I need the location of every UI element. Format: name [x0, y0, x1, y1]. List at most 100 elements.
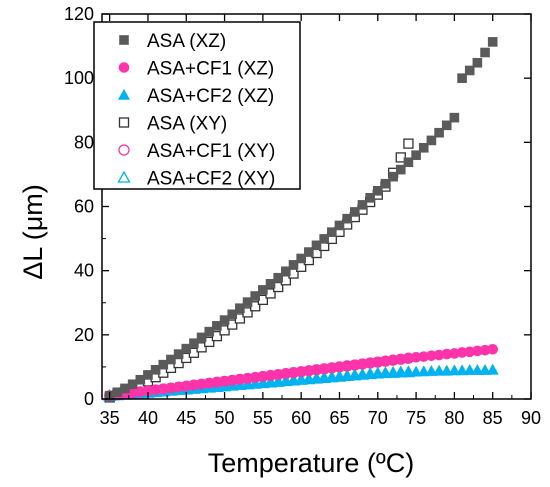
legend-label: ASA (XY)	[147, 114, 227, 135]
data-point	[287, 374, 300, 386]
data-point	[273, 272, 283, 283]
data-point	[441, 120, 452, 131]
x-tick-label: 50	[215, 408, 235, 428]
data-point	[403, 157, 414, 168]
legend-entry: ASA (XZ)	[119, 31, 226, 52]
data-point	[227, 309, 238, 320]
x-tick-label: 80	[444, 408, 464, 428]
data-point	[235, 303, 245, 314]
legend-marker	[118, 144, 130, 156]
data-point	[394, 366, 407, 378]
data-point	[327, 227, 337, 237]
data-point	[372, 185, 383, 196]
data-point	[135, 374, 146, 385]
data-point	[448, 364, 461, 376]
data-point	[402, 365, 415, 377]
data-point	[304, 247, 314, 257]
legend-entry: ASA (XY)	[118, 114, 227, 135]
data-point	[333, 370, 346, 382]
data-point	[463, 364, 476, 375]
data-point	[265, 279, 276, 289]
y-tick-label: 20	[74, 325, 94, 345]
legend-entry: ASA+CF1 (XY)	[118, 141, 275, 162]
y-tick-label: 100	[64, 68, 94, 88]
data-point	[411, 150, 421, 160]
data-point	[365, 193, 375, 203]
data-point	[387, 366, 400, 378]
x-axis-label: Temperature (ºC)	[208, 448, 414, 478]
data-point	[388, 171, 398, 182]
data-point	[426, 135, 437, 146]
y-tick-label: 40	[74, 261, 94, 281]
data-point	[204, 326, 215, 337]
data-point	[288, 260, 299, 270]
data-point	[379, 366, 392, 378]
legend-entry: ASA+CF1 (XZ)	[118, 59, 274, 80]
data-point	[318, 371, 331, 383]
legend-box	[93, 21, 301, 190]
series-1	[104, 343, 498, 402]
legend-marker	[118, 62, 130, 73]
data-point	[181, 343, 192, 354]
data-point	[479, 364, 492, 375]
legend-marker	[118, 117, 130, 128]
x-tick-label: 40	[138, 408, 158, 428]
data-point	[264, 376, 277, 388]
data-point	[158, 359, 169, 370]
legend-label: ASA+CF2 (XZ)	[147, 86, 274, 107]
data-point	[403, 138, 414, 149]
data-point	[279, 374, 292, 386]
x-tick-label: 65	[329, 408, 349, 428]
data-point	[319, 234, 329, 244]
data-point	[173, 349, 184, 359]
data-point	[143, 370, 153, 380]
data-point	[364, 367, 377, 379]
data-point	[311, 240, 322, 251]
data-point	[302, 372, 315, 384]
data-point	[350, 207, 360, 217]
y-tick-label: 60	[74, 197, 94, 217]
data-point	[486, 363, 499, 375]
data-point	[325, 371, 338, 382]
legend-label: ASA+CF2 (XY)	[147, 169, 275, 190]
data-point	[417, 365, 430, 377]
legend-label: ASA (XZ)	[147, 31, 226, 52]
x-tick-label: 70	[368, 408, 388, 428]
data-point	[471, 364, 484, 375]
x-tick-label: 90	[521, 408, 541, 428]
data-point	[258, 285, 268, 295]
data-point	[219, 315, 230, 325]
data-point	[418, 142, 429, 153]
data-point	[410, 365, 423, 377]
data-point	[456, 364, 469, 376]
data-point	[310, 372, 323, 384]
data-point	[249, 377, 262, 389]
data-point	[166, 354, 176, 365]
data-point	[357, 200, 368, 210]
y-tick-label: 80	[74, 132, 94, 152]
legend-entry: ASA+CF2 (XZ)	[117, 86, 274, 107]
data-point	[487, 343, 498, 355]
data-point	[295, 373, 308, 385]
data-point	[272, 375, 285, 387]
legend-entry: ASA+CF2 (XY)	[117, 169, 275, 190]
data-point	[395, 152, 406, 163]
data-point	[487, 37, 498, 47]
x-tick-label: 45	[176, 408, 196, 428]
data-point	[464, 65, 475, 76]
data-point	[212, 321, 222, 331]
data-point	[425, 364, 438, 376]
data-point	[348, 369, 361, 381]
data-point	[395, 164, 406, 175]
data-point	[380, 178, 391, 189]
legend-marker	[119, 35, 129, 45]
data-point	[457, 73, 467, 83]
x-tick-label: 35	[100, 408, 120, 428]
data-point	[440, 364, 453, 376]
data-point	[342, 213, 352, 224]
legend-marker	[117, 88, 131, 100]
x-tick-label: 85	[483, 408, 503, 428]
legend-label: ASA+CF1 (XY)	[147, 141, 275, 162]
data-point	[256, 376, 269, 388]
